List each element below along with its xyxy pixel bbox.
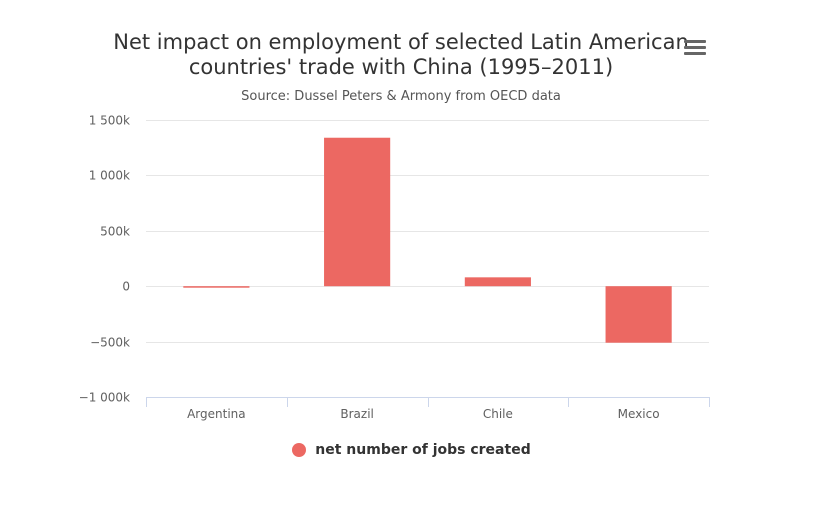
y-tick-label: 1 500k — [89, 114, 130, 128]
legend-label: net number of jobs created — [315, 442, 531, 458]
legend: net number of jobs created — [0, 442, 823, 462]
y-tick-label: 0 — [122, 280, 130, 294]
y-tick-label: 1 000k — [89, 169, 130, 183]
bar-mexico — [605, 286, 672, 343]
x-tick-label: Mexico — [618, 407, 660, 421]
x-tick-label: Chile — [483, 407, 513, 421]
hamburger-menu-icon[interactable] — [683, 38, 707, 58]
chart-subtitle: Source: Dussel Peters & Armony from OECD… — [241, 89, 561, 104]
x-tick-label: Argentina — [187, 407, 246, 421]
legend-item[interactable]: net number of jobs created — [292, 442, 531, 458]
y-tick-label: −1 000k — [79, 391, 130, 405]
chart-title: Net impact on employment of selected Lat… — [60, 30, 742, 80]
bar-argentina — [183, 286, 250, 288]
chart-title-line-2: countries' trade with China (1995–2011) — [188, 55, 614, 79]
bar-chile — [464, 277, 531, 287]
x-tick-label: Brazil — [340, 407, 374, 421]
bar-brazil — [324, 137, 391, 287]
legend-marker — [292, 443, 307, 457]
y-tick-label: 500k — [100, 225, 130, 239]
chart-title-line-1: Net impact on employment of selected Lat… — [113, 30, 689, 54]
y-tick-label: −500k — [90, 336, 130, 350]
